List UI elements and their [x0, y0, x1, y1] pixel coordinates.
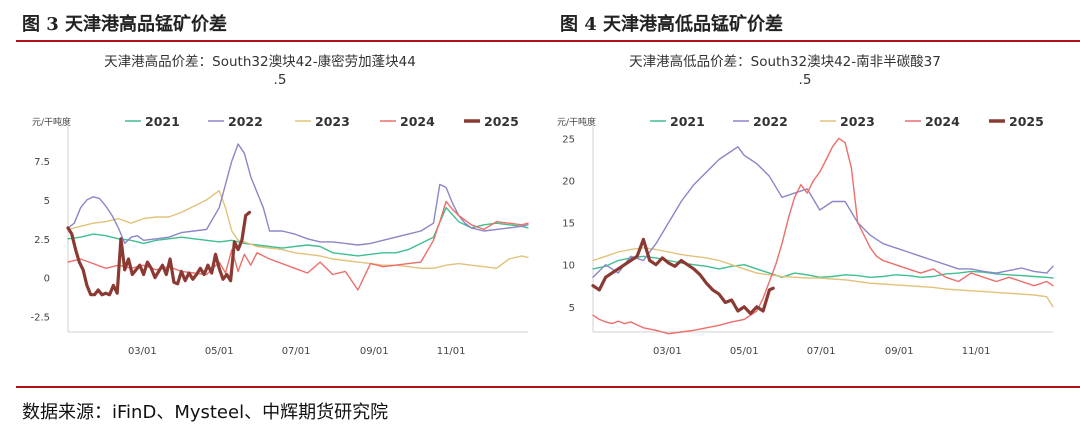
figure-title-right: 图 4 天津港高低品锰矿价差 — [560, 14, 784, 35]
chart-title: 天津港高品价差：South32澳块42-康密劳加蓬块44 — [104, 53, 416, 70]
source-footer: 数据来源：iFinD、Mysteel、中辉期货研究院 — [22, 402, 389, 423]
x-tick-label: 05/01 — [205, 346, 234, 357]
legend-label-2023: 2023 — [840, 114, 875, 129]
y-tick-label: 2.5 — [34, 235, 50, 246]
x-tick-label: 07/01 — [807, 346, 836, 357]
y-tick-label: 0 — [44, 274, 50, 285]
series-line-2021 — [67, 206, 529, 257]
x-tick-label: 05/01 — [730, 346, 759, 357]
series-line-2024 — [592, 137, 1054, 335]
y-tick-label: 15 — [562, 219, 575, 230]
chart-right: 天津港高低品价差：South32澳块42-南非半碳酸37 .5 元/干吨度 2021 2… — [557, 53, 1054, 357]
x-tick-label: 11/01 — [437, 346, 466, 357]
y-tick-label: -2.5 — [30, 312, 50, 323]
x-tick-label: 03/01 — [653, 346, 682, 357]
legend-label-2022: 2022 — [753, 114, 788, 129]
y-unit-label: 元/干吨度 — [32, 116, 71, 128]
chart-left: 天津港高品价差：South32澳块42-康密劳加蓬块44 .5 元/干吨度 2021 2… — [30, 53, 529, 357]
x-tick-label: 03/01 — [128, 346, 157, 357]
series-line-2024 — [67, 200, 529, 291]
legend-label-2023: 2023 — [315, 114, 350, 129]
series-line-2021 — [592, 255, 1054, 279]
legend-label-2021: 2021 — [670, 114, 705, 129]
x-tick-label: 09/01 — [885, 346, 914, 357]
x-tick-label: 09/01 — [360, 346, 389, 357]
figure-title-left: 图 3 天津港高品锰矿价差 — [22, 14, 228, 35]
y-tick-label: 20 — [562, 177, 575, 188]
bottom-divider — [16, 386, 1080, 388]
series-line-2022 — [592, 146, 1054, 279]
series-line-2023 — [67, 189, 529, 270]
x-tick-label: 07/01 — [282, 346, 311, 357]
y-tick-label: 5 — [569, 303, 575, 314]
chart-title: 天津港高低品价差：South32澳块42-南非半碳酸37 — [629, 53, 941, 70]
chart-title-continued: .5 — [274, 72, 287, 88]
legend-label-2022: 2022 — [228, 114, 263, 129]
y-tick-label: 7.5 — [34, 157, 50, 168]
top-divider — [16, 40, 1080, 42]
series-line-2025 — [591, 237, 775, 316]
legend-label-2024: 2024 — [925, 114, 960, 129]
legend-label-2025: 2025 — [484, 114, 519, 129]
series-line-2025 — [66, 210, 252, 297]
series-line-2022 — [67, 143, 529, 246]
y-tick-label: 25 — [562, 134, 575, 145]
y-unit-label: 元/干吨度 — [557, 116, 596, 128]
legend-label-2025: 2025 — [1009, 114, 1044, 129]
chart-title-continued: .5 — [799, 72, 812, 88]
legend-label-2024: 2024 — [400, 114, 435, 129]
y-tick-label: 10 — [562, 261, 575, 272]
y-tick-label: 5 — [44, 196, 50, 207]
x-tick-label: 11/01 — [962, 346, 991, 357]
legend-label-2021: 2021 — [145, 114, 180, 129]
series-line-2023 — [592, 247, 1054, 308]
